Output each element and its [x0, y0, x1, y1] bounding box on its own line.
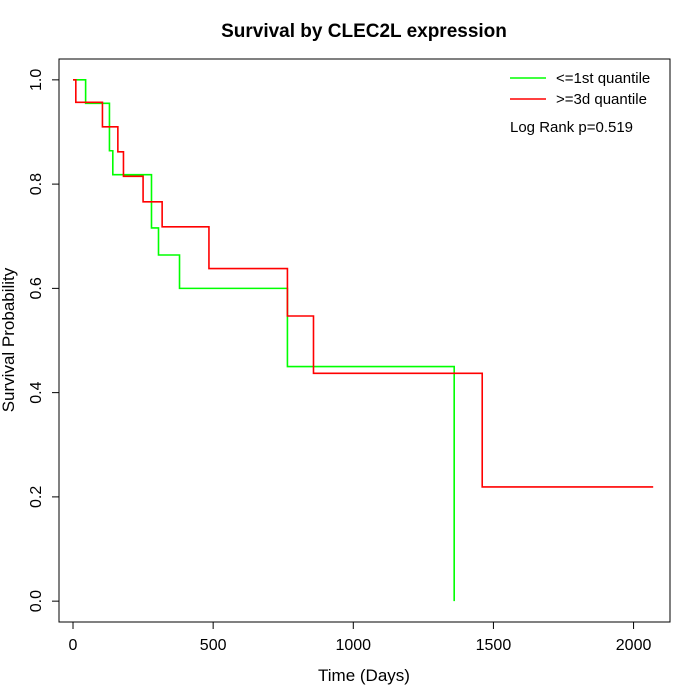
y-tick-label: 0.2 — [28, 486, 45, 508]
x-tick-label: 2000 — [616, 637, 652, 654]
x-tick-label: 0 — [69, 637, 78, 654]
x-axis: 0 500 1000 1500 2000 — [69, 621, 652, 654]
legend-label-low: <=1st quantile — [556, 70, 650, 87]
y-tick-label: 0.0 — [28, 590, 45, 612]
y-axis-label: Survival Probability — [0, 267, 18, 412]
y-axis: 0.0 0.2 0.4 0.6 0.8 1.0 — [28, 69, 60, 612]
legend-label-high: >=3d quantile — [556, 91, 647, 108]
series-layer — [73, 79, 654, 602]
x-tick-label: 500 — [200, 637, 227, 654]
log-rank-annotation: Log Rank p=0.519 — [510, 119, 633, 136]
chart-title: Survival by CLEC2L expression — [221, 21, 507, 42]
y-tick-label: 0.4 — [28, 381, 45, 403]
x-axis-label: Time (Days) — [318, 666, 410, 685]
survival-curve-low — [73, 79, 455, 602]
y-tick-label: 1.0 — [28, 69, 45, 91]
plot-frame — [58, 58, 671, 623]
x-tick-label: 1000 — [335, 637, 371, 654]
y-tick-label: 0.8 — [28, 173, 45, 195]
survival-curve-high — [73, 79, 654, 488]
x-tick-label: 1500 — [476, 637, 512, 654]
y-tick-label: 0.6 — [28, 277, 45, 299]
legend: <=1st quantile >=3d quantile — [510, 70, 650, 108]
